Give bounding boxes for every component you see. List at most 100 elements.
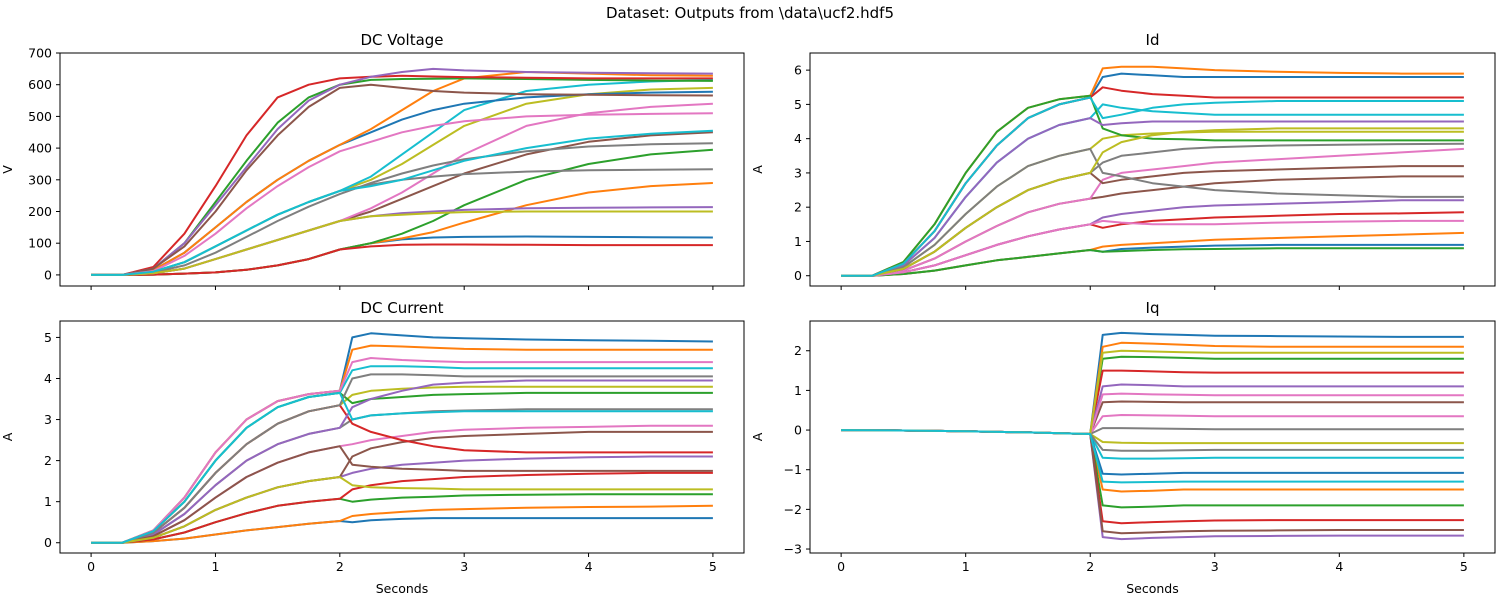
- dc-current-xlabel: Seconds: [376, 581, 429, 596]
- iq-xtick-label: 0: [837, 559, 845, 574]
- id-series-line: [841, 247, 1464, 277]
- dc-current-xtick-label: 5: [709, 559, 717, 574]
- dc-current-xtick-label: 2: [336, 559, 344, 574]
- dc-voltage-series-line: [91, 142, 713, 276]
- dc-voltage-ytick-label: 700: [28, 46, 52, 61]
- dc-voltage-ytick-label: 200: [28, 204, 52, 219]
- iq-axes-frame: [809, 320, 1496, 554]
- dc-voltage-axes-frame: [59, 52, 745, 287]
- iq-series-line: [841, 429, 1464, 476]
- iq-xtick-label: 5: [1460, 559, 1468, 574]
- iq-xtick-label: 4: [1335, 559, 1343, 574]
- dc-current-panel: 0 1 2 3 4 5 0 1 2 3 4 5 DC Current A Seconds: [0, 299, 745, 596]
- id-ytick-label: 4: [794, 131, 802, 146]
- dc-current-xtick-label: 4: [585, 559, 593, 574]
- dc-voltage-series-line: [91, 243, 713, 276]
- iq-xtick-label: 3: [1211, 559, 1219, 574]
- dc-current-xtick-label: 3: [460, 559, 468, 574]
- iq-xtick-label: 2: [1086, 559, 1094, 574]
- iq-series-line: [841, 383, 1464, 435]
- iq-xtick-label: 1: [962, 559, 970, 574]
- dc-voltage-panel: 0 100 200 300 400 500 600 700 DC Voltage V: [0, 31, 745, 290]
- figure-title: Dataset: Outputs from \data\ucf2.hdf5: [606, 4, 894, 22]
- dc-current-series-line: [91, 504, 713, 544]
- iq-panel: 0 1 2 3 4 5 −3 −2 −1 0 1 2 Iq A Seconds: [750, 299, 1496, 596]
- dc-current-series-line: [91, 391, 713, 544]
- id-series-line: [841, 231, 1464, 277]
- iq-series: [841, 331, 1464, 541]
- iq-series-line: [841, 429, 1464, 445]
- dc-voltage-series-line: [91, 168, 713, 276]
- dc-current-series-line: [91, 379, 713, 544]
- dc-current-series-line: [91, 357, 713, 544]
- dc-current-ytick-label: 3: [44, 412, 52, 427]
- dc-voltage-ytick-label: 500: [28, 109, 52, 124]
- iq-series-line: [841, 429, 1464, 509]
- iq-series-line: [841, 331, 1464, 435]
- dc-voltage-series-line: [91, 112, 713, 276]
- id-series-line: [841, 94, 1464, 277]
- id-series-line: [841, 219, 1464, 277]
- dc-current-ytick-label: 0: [44, 535, 52, 550]
- id-series: [841, 65, 1464, 277]
- dc-voltage-series: [91, 67, 713, 276]
- iq-series-line: [841, 429, 1464, 452]
- id-series-line: [841, 147, 1464, 277]
- id-axes-frame: [809, 52, 1496, 287]
- dc-voltage-title: DC Voltage: [360, 31, 443, 49]
- iq-ytick-label: −1: [784, 462, 802, 477]
- iq-ytick-label: 0: [794, 423, 802, 438]
- dc-current-series-line: [91, 445, 713, 544]
- dc-current-series-line: [91, 471, 713, 544]
- dc-current-series-line: [91, 373, 713, 544]
- dc-voltage-ytick-label: 0: [44, 267, 52, 282]
- iq-title: Iq: [1146, 299, 1160, 317]
- iq-xlabel: Seconds: [1126, 581, 1179, 596]
- id-ytick-label: 1: [794, 234, 802, 249]
- iq-ytick-label: 2: [794, 343, 802, 358]
- dc-voltage-ytick-label: 600: [28, 77, 52, 92]
- id-title: Id: [1146, 31, 1160, 49]
- id-ytick-label: 3: [794, 165, 802, 180]
- id-series-line: [841, 117, 1464, 277]
- dc-voltage-ytick-label: 300: [28, 172, 52, 187]
- dc-current-series-line: [91, 424, 713, 544]
- iq-series-line: [841, 429, 1464, 460]
- iq-ytick-label: −2: [784, 502, 802, 517]
- iq-series-line: [841, 429, 1464, 484]
- dc-current-xtick-label: 0: [87, 559, 95, 574]
- id-series-line: [841, 127, 1464, 277]
- dc-current-ylabel: A: [0, 432, 15, 441]
- dc-voltage-series-line: [91, 129, 713, 276]
- dc-current-axes-frame: [59, 320, 745, 554]
- dc-current-xtick-label: 1: [211, 559, 219, 574]
- dc-current-title: DC Current: [360, 299, 443, 317]
- id-series-line: [841, 175, 1464, 277]
- dc-current-ytick-label: 2: [44, 453, 52, 468]
- dc-current-series-line: [91, 476, 713, 544]
- iq-ytick-label: −3: [784, 542, 802, 557]
- dc-current-ytick-label: 5: [44, 330, 52, 345]
- dc-voltage-ytick-label: 100: [28, 236, 52, 251]
- dc-current-ytick-label: 4: [44, 371, 52, 386]
- dc-current-series-line: [91, 408, 713, 544]
- dc-current-ytick-label: 1: [44, 494, 52, 509]
- id-panel: 0 1 2 3 4 5 6 Id A: [750, 31, 1496, 290]
- dc-voltage-series-line: [91, 74, 713, 276]
- id-series-line: [841, 96, 1464, 277]
- id-ytick-label: 0: [794, 268, 802, 283]
- dc-current-series: [91, 332, 713, 544]
- dc-voltage-ylabel: V: [0, 165, 15, 174]
- id-ylabel: A: [750, 165, 765, 174]
- id-ytick-label: 2: [794, 200, 802, 215]
- dc-voltage-series-line: [91, 67, 713, 276]
- dc-voltage-ytick-label: 400: [28, 141, 52, 156]
- dc-voltage-series-line: [91, 210, 713, 276]
- iq-ylabel: A: [750, 432, 765, 441]
- iq-series-line: [841, 349, 1464, 435]
- iq-ytick-label: 1: [794, 383, 802, 398]
- id-ytick-label: 6: [794, 63, 802, 78]
- dc-voltage-series-line: [91, 83, 713, 276]
